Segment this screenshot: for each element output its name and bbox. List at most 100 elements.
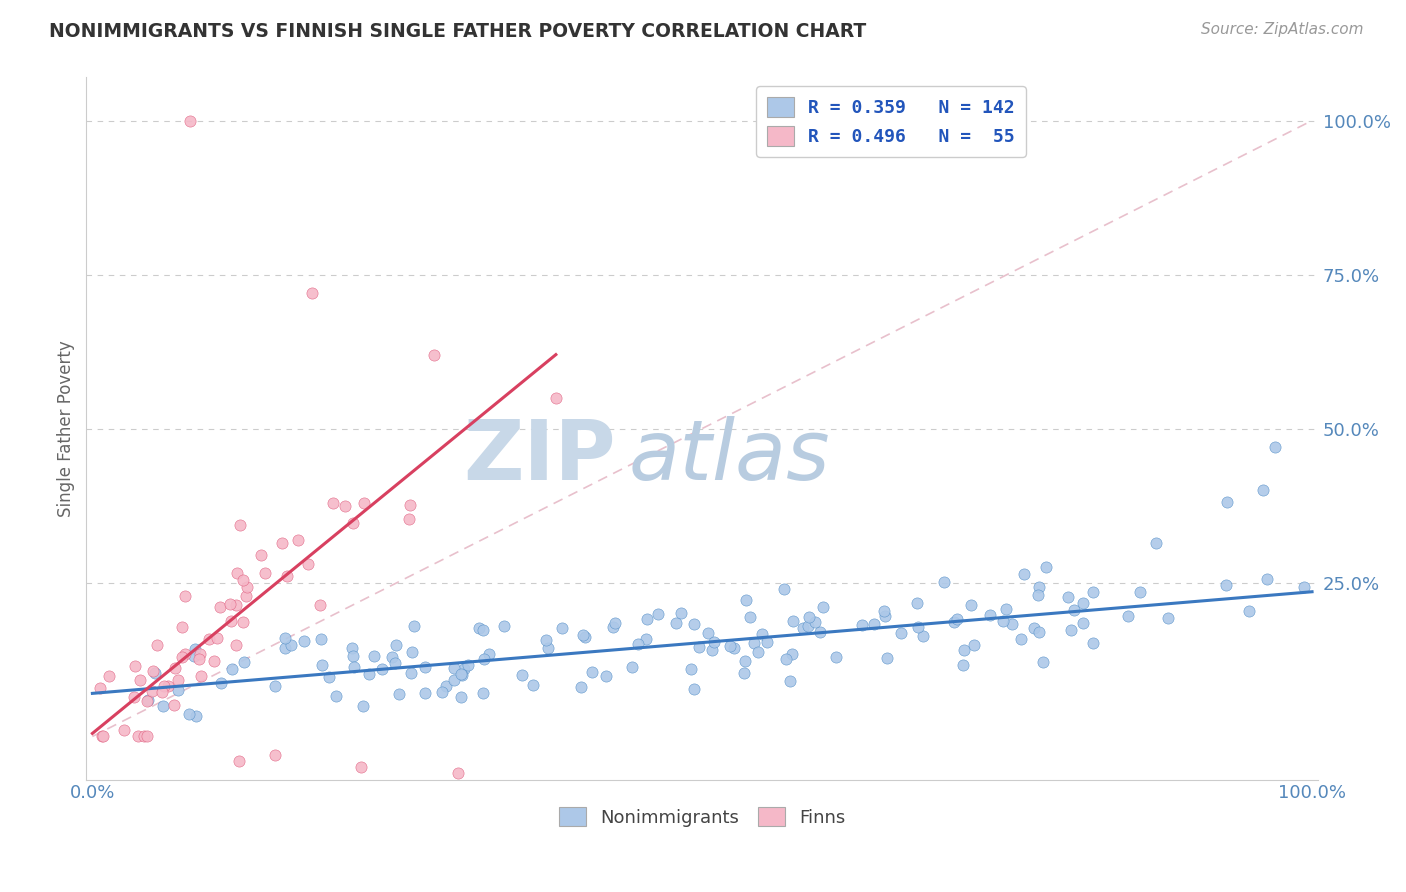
Legend: Nonimmigrants, Finns: Nonimmigrants, Finns: [553, 799, 852, 834]
Point: [991, 614, 1014, 628]
Point: [98, 669, 121, 683]
Point: [209, 676, 232, 690]
Point: [135, 730, 157, 744]
Point: [280, 638, 302, 652]
Point: [946, 612, 969, 626]
Point: [943, 615, 966, 629]
Point: [780, 648, 803, 662]
Point: [371, 662, 394, 676]
Point: [187, 652, 209, 666]
Point: [738, 610, 761, 624]
Point: [325, 690, 347, 704]
Point: [953, 642, 976, 657]
Point: [170, 649, 193, 664]
Point: [453, 662, 475, 676]
Point: [963, 638, 986, 652]
Point: [136, 693, 159, 707]
Point: [209, 599, 232, 614]
Point: [413, 660, 436, 674]
Text: ZIP: ZIP: [464, 416, 616, 497]
Point: [309, 598, 332, 612]
Point: [703, 635, 725, 649]
Point: [723, 640, 745, 655]
Point: [205, 631, 228, 645]
Point: [174, 589, 197, 603]
Point: [1063, 603, 1085, 617]
Point: [537, 641, 560, 656]
Text: atlas: atlas: [628, 416, 830, 497]
Point: [183, 648, 205, 663]
Point: [995, 602, 1018, 616]
Point: [318, 670, 340, 684]
Point: [342, 649, 364, 664]
Point: [457, 658, 479, 673]
Point: [862, 616, 884, 631]
Point: [751, 627, 773, 641]
Point: [388, 687, 411, 701]
Point: [235, 580, 257, 594]
Point: [735, 592, 758, 607]
Point: [907, 619, 929, 633]
Point: [342, 516, 364, 530]
Point: [627, 637, 650, 651]
Point: [184, 709, 207, 723]
Point: [1010, 632, 1032, 647]
Point: [1129, 585, 1152, 599]
Point: [574, 630, 596, 644]
Point: [550, 621, 572, 635]
Point: [225, 638, 247, 652]
Point: [595, 669, 617, 683]
Point: [404, 618, 426, 632]
Point: [756, 635, 779, 649]
Point: [190, 669, 212, 683]
Point: [221, 662, 243, 676]
Point: [634, 632, 657, 646]
Point: [959, 599, 981, 613]
Point: [232, 615, 254, 629]
Point: [683, 616, 706, 631]
Point: [228, 754, 250, 768]
Point: [363, 648, 385, 663]
Point: [352, 699, 374, 714]
Point: [399, 498, 422, 512]
Point: [779, 674, 801, 689]
Point: [472, 623, 495, 637]
Point: [851, 618, 873, 632]
Point: [250, 548, 273, 562]
Point: [581, 665, 603, 680]
Point: [163, 698, 186, 712]
Point: [979, 607, 1001, 622]
Point: [301, 285, 323, 300]
Point: [340, 641, 363, 656]
Point: [146, 638, 169, 652]
Point: [1035, 560, 1057, 574]
Point: [218, 597, 240, 611]
Point: [700, 643, 723, 657]
Point: [124, 659, 146, 673]
Point: [166, 682, 188, 697]
Point: [450, 667, 472, 681]
Point: [1251, 483, 1274, 497]
Point: [401, 645, 423, 659]
Point: [803, 615, 825, 629]
Point: [343, 660, 366, 674]
Point: [225, 566, 247, 580]
Point: [353, 496, 375, 510]
Point: [381, 649, 404, 664]
Point: [1215, 495, 1237, 509]
Point: [91, 730, 114, 744]
Point: [1060, 624, 1083, 638]
Point: [112, 723, 135, 738]
Point: [276, 569, 298, 583]
Point: [447, 766, 470, 780]
Point: [647, 607, 669, 622]
Point: [569, 680, 592, 694]
Point: [544, 391, 567, 405]
Point: [156, 678, 179, 692]
Point: [510, 668, 533, 682]
Point: [1156, 611, 1178, 625]
Point: [232, 574, 254, 588]
Point: [747, 644, 769, 658]
Point: [1001, 616, 1024, 631]
Point: [359, 667, 381, 681]
